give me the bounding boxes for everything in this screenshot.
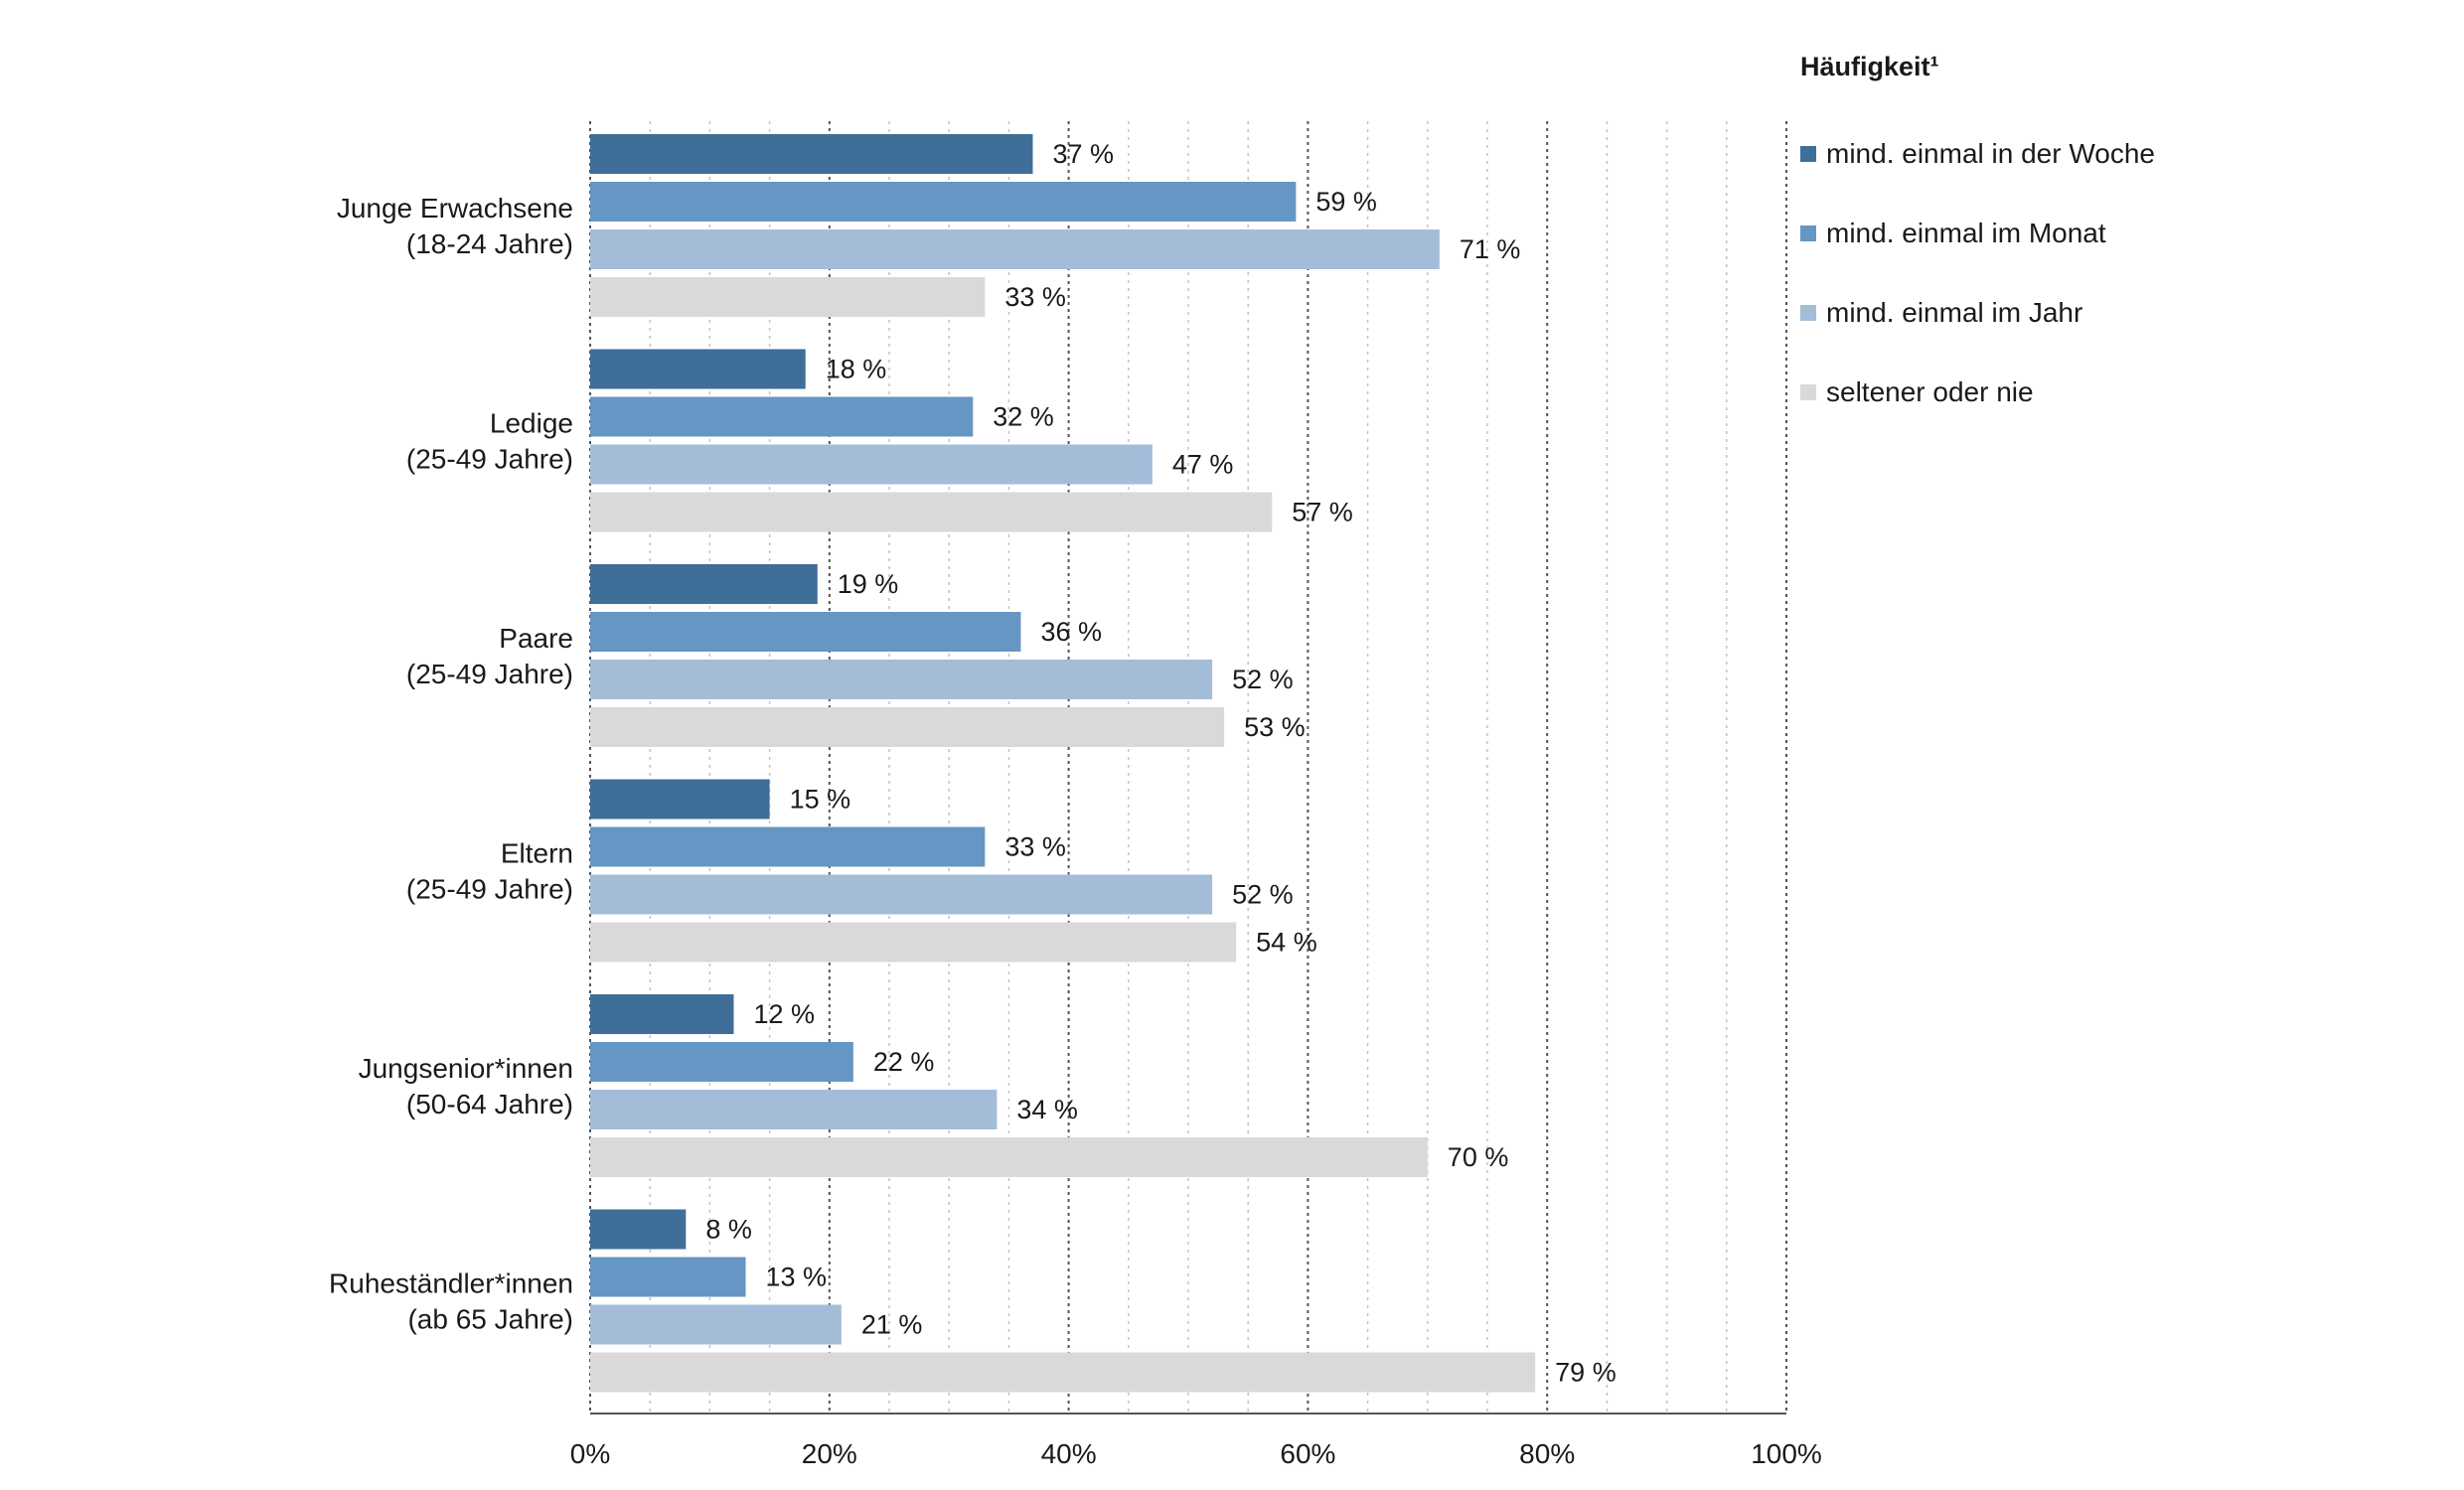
legend-swatch — [1800, 146, 1816, 162]
data-label: 52 % — [1232, 665, 1294, 694]
bar — [590, 1209, 687, 1250]
grid-lines — [589, 121, 1787, 1414]
data-label: 8 % — [705, 1215, 752, 1245]
legend-label: mind. einmal im Jahr — [1826, 297, 2083, 328]
data-label: 37 % — [1052, 139, 1114, 169]
category-sublabel: (25-49 Jahre) — [406, 874, 573, 905]
bar — [590, 1257, 746, 1297]
bar — [590, 922, 1237, 963]
bar — [590, 396, 974, 437]
bar — [590, 994, 734, 1034]
bar — [590, 229, 1440, 269]
data-label: 57 % — [1292, 498, 1353, 527]
legend-item-monthly: mind. einmal im Monat — [1800, 194, 2155, 273]
data-label: 71 % — [1460, 234, 1521, 264]
data-label: 19 % — [838, 569, 899, 599]
x-axis: 0% 20% 40% 60% 80% 100% — [570, 1413, 1822, 1469]
bar — [590, 707, 1225, 747]
bar — [590, 1042, 853, 1082]
category-label: Eltern — [501, 838, 573, 869]
data-label: 12 % — [753, 999, 815, 1029]
data-label: 47 % — [1172, 450, 1234, 480]
data-label: 52 % — [1232, 880, 1294, 910]
data-label: 32 % — [993, 402, 1054, 432]
bar — [590, 134, 1033, 174]
legend-swatch — [1800, 305, 1816, 321]
legend-item-yearly: mind. einmal im Jahr — [1800, 273, 2155, 353]
x-tick-label: 0% — [570, 1438, 610, 1469]
legend-label: seltener oder nie — [1826, 376, 2034, 407]
data-label: 54 % — [1256, 928, 1317, 958]
bar — [590, 444, 1153, 485]
category-sublabel: (ab 65 Jahre) — [407, 1304, 573, 1335]
data-label: 33 % — [1004, 832, 1066, 862]
bar — [590, 779, 770, 820]
legend-label: mind. einmal in der Woche — [1826, 138, 2155, 169]
x-tick-label: 20% — [802, 1438, 857, 1469]
bar — [590, 826, 986, 867]
data-label: 21 % — [861, 1310, 923, 1340]
category-label: Ruheständler*innen — [329, 1268, 573, 1299]
data-label: 59 % — [1315, 187, 1377, 217]
data-label: 15 % — [790, 785, 851, 815]
legend-item-weekly: mind. einmal in der Woche — [1800, 114, 2155, 194]
data-label: 70 % — [1448, 1142, 1509, 1172]
data-label: 18 % — [826, 355, 887, 384]
category-sublabel: (50-64 Jahre) — [406, 1089, 573, 1119]
bar — [590, 182, 1297, 222]
data-label: 36 % — [1040, 617, 1102, 647]
data-label: 53 % — [1244, 712, 1306, 742]
data-label: 13 % — [766, 1263, 828, 1292]
x-tick-label: 60% — [1280, 1438, 1335, 1469]
data-label: 79 % — [1555, 1358, 1617, 1388]
data-label: 22 % — [873, 1047, 935, 1077]
bar — [590, 1304, 842, 1345]
legend-swatch — [1800, 384, 1816, 400]
bar — [590, 874, 1213, 915]
category-label: Junge Erwachsene — [337, 193, 573, 224]
category-label: Ledige — [490, 408, 573, 439]
x-tick-label: 80% — [1519, 1438, 1575, 1469]
bar — [590, 277, 986, 317]
category-label: Paare — [499, 623, 573, 654]
category-labels: Junge Erwachsene (18-24 Jahre) Ledige (25-4… — [329, 193, 573, 1335]
data-label: 34 % — [1016, 1095, 1078, 1124]
category-label: Jungsenior*innen — [359, 1053, 573, 1084]
bars: 37 % 59 % 71 % 33 % 18 % 32 % 47 % 57 % 19 % 36 %… — [590, 134, 1617, 1393]
x-tick-label: 40% — [1041, 1438, 1097, 1469]
legend: Häufigkeit¹ mind. einmal in der Woche mi… — [1800, 52, 2155, 432]
bar — [590, 492, 1273, 532]
bar — [590, 1090, 998, 1129]
category-sublabel: (18-24 Jahre) — [406, 228, 573, 259]
bar — [590, 1137, 1428, 1177]
legend-title: Häufigkeit¹ — [1800, 52, 1939, 81]
category-sublabel: (25-49 Jahre) — [406, 659, 573, 689]
x-tick-label: 100% — [1751, 1438, 1822, 1469]
legend-label: mind. einmal im Monat — [1826, 218, 2106, 248]
category-sublabel: (25-49 Jahre) — [406, 444, 573, 475]
legend-swatch — [1800, 225, 1816, 241]
data-label: 33 % — [1004, 282, 1066, 312]
bar — [590, 612, 1021, 652]
bar — [590, 1352, 1536, 1393]
legend-item-rarely: seltener oder nie — [1800, 353, 2155, 432]
bar — [590, 564, 818, 604]
bar — [590, 660, 1213, 699]
bar — [590, 349, 806, 389]
